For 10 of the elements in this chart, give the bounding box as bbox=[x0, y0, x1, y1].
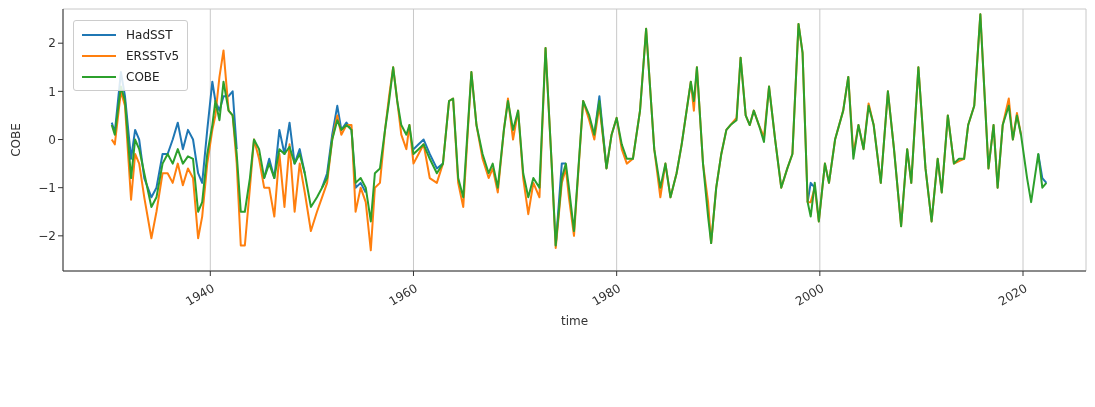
legend-label: HadSST bbox=[126, 27, 173, 42]
y-tick-label: 0 bbox=[48, 132, 56, 147]
y-axis-title: COBE bbox=[9, 123, 24, 157]
legend-label: ERSSTv5 bbox=[126, 48, 180, 63]
y-tick-label: −2 bbox=[38, 229, 56, 244]
y-tick-label: 1 bbox=[48, 84, 56, 99]
x-axis-title: time bbox=[560, 314, 589, 328]
legend-label: COBE bbox=[126, 69, 160, 84]
y-tick-label: 2 bbox=[48, 36, 56, 51]
y-tick-label: −1 bbox=[38, 180, 56, 195]
